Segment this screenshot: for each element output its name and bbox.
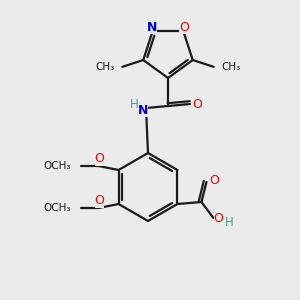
Text: O: O	[214, 212, 224, 226]
Text: N: N	[138, 103, 148, 116]
Text: O: O	[94, 194, 104, 208]
Text: OCH₃: OCH₃	[43, 203, 70, 213]
Text: O: O	[209, 175, 219, 188]
Text: H: H	[130, 98, 138, 112]
Text: CH₃: CH₃	[95, 62, 114, 72]
Text: O: O	[179, 22, 189, 34]
Text: CH₃: CH₃	[222, 62, 241, 72]
Text: N: N	[146, 22, 157, 34]
Text: H: H	[225, 217, 234, 230]
Text: O: O	[94, 152, 104, 166]
Text: OCH₃: OCH₃	[43, 161, 70, 171]
Text: O: O	[192, 98, 202, 110]
